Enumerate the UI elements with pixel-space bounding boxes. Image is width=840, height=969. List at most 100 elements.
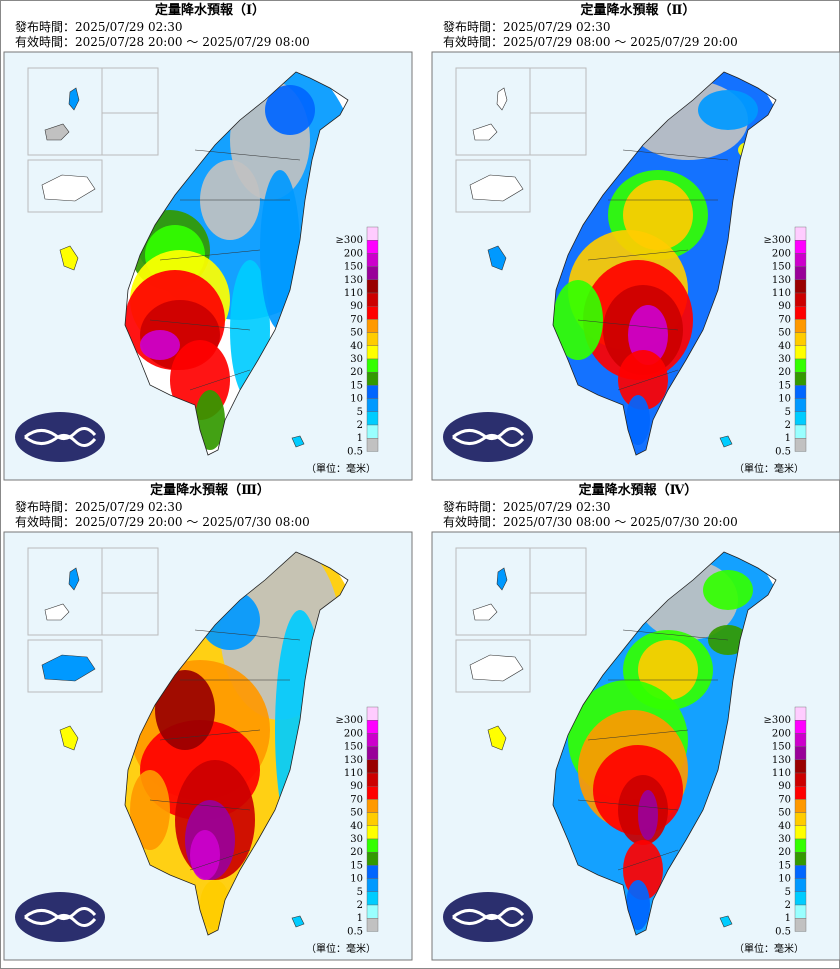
panel-title: 定量降水預報（Ⅲ） [149, 482, 270, 498]
legend-label: 0.5 [775, 926, 791, 937]
legend-label: 110 [772, 288, 791, 299]
legend-swatch [794, 424, 807, 439]
legend-label: 1 [785, 913, 791, 924]
legend-swatch [794, 825, 807, 840]
legend-label: 2 [357, 900, 363, 911]
legend-label: 90 [778, 781, 791, 792]
legend-swatch [794, 345, 807, 360]
legend-swatch [794, 398, 807, 413]
legend-swatch [794, 226, 807, 241]
legend-label: ≥300 [764, 715, 791, 726]
county-border [617, 849, 679, 871]
legend-label: 10 [350, 874, 363, 885]
island [59, 245, 79, 271]
legend-label: 40 [778, 341, 791, 352]
county-border [159, 249, 261, 261]
inset-box [27, 159, 103, 213]
legend-label: 200 [344, 728, 363, 739]
island [719, 435, 733, 448]
legend-label: 70 [778, 314, 791, 325]
legend-swatch [366, 904, 379, 919]
legend-swatch [366, 424, 379, 439]
legend-label: 150 [772, 262, 791, 273]
panel-title: 定量降水預報（Ⅰ） [154, 2, 265, 18]
legend-label: 2 [785, 900, 791, 911]
island [291, 435, 305, 448]
island [59, 725, 79, 751]
legend-label: 20 [350, 847, 363, 858]
panel-title: 定量降水預報（Ⅳ） [578, 482, 698, 498]
legend-label: 50 [350, 808, 363, 819]
legend-label: 70 [350, 314, 363, 325]
legend-label: 70 [778, 794, 791, 805]
unit-label: （單位：毫米） [734, 462, 804, 475]
rain-blob [698, 90, 758, 130]
rain-blob [190, 830, 220, 880]
legend-label: 50 [778, 808, 791, 819]
legend-swatch [366, 878, 379, 893]
legend-label: 15 [350, 860, 363, 871]
forecast-panel: 定量降水預報（Ⅱ）發布時間：2025/07/29 02:30有效時間：2025/… [431, 2, 840, 481]
issue-time: 發布時間：2025/07/29 02:30 [15, 19, 183, 34]
valid-time: 有效時間：2025/07/29 20:00 ～ 2025/07/30 08:00 [15, 514, 310, 529]
island [44, 123, 70, 141]
legend-swatch [366, 411, 379, 426]
legend-swatch [794, 772, 807, 787]
island [487, 725, 507, 751]
legend-swatch [794, 253, 807, 267]
legend-label: 200 [344, 248, 363, 259]
rain-blob [618, 350, 668, 410]
legend-label: 1 [357, 433, 363, 444]
island [291, 915, 305, 928]
legend-swatch [366, 786, 379, 800]
county-border [587, 249, 689, 261]
legend-label: 150 [344, 262, 363, 273]
rain-blob [703, 570, 753, 610]
legend-label: 10 [350, 394, 363, 405]
legend-swatch [794, 786, 807, 800]
rain-blob [638, 790, 658, 840]
legend-swatch [794, 358, 807, 373]
legend-swatch [794, 838, 807, 853]
legend-label: 130 [772, 755, 791, 766]
island [68, 567, 80, 591]
legend-label: 40 [350, 821, 363, 832]
legend-label: 70 [350, 794, 363, 805]
legend-label: 130 [344, 275, 363, 286]
legend-swatch [794, 733, 807, 747]
legend-swatch [794, 918, 807, 932]
legend-swatch [366, 266, 379, 281]
legend-label: 50 [350, 328, 363, 339]
valid-time: 有效時間：2025/07/29 08:00 ～ 2025/07/29 20:00 [443, 34, 738, 49]
rain-blob [195, 390, 225, 450]
unit-label: （單位：毫米） [306, 942, 376, 955]
island [44, 603, 70, 621]
cwa-logo-swirl [24, 427, 97, 447]
legend-swatch [794, 279, 807, 294]
legend-label: 15 [778, 380, 791, 391]
legend-swatch [794, 891, 807, 906]
rain-blob [638, 640, 698, 700]
legend-swatch [366, 865, 379, 879]
legend-swatch [366, 279, 379, 294]
legend-swatch [366, 292, 379, 307]
county-border [149, 319, 251, 331]
legend-swatch [366, 398, 379, 413]
legend-label: 5 [785, 887, 791, 898]
legend-label: ≥300 [336, 715, 363, 726]
legend-label: 20 [778, 367, 791, 378]
legend-label: 10 [778, 874, 791, 885]
island [487, 245, 507, 271]
legend-swatch [366, 226, 379, 241]
legend-swatch [794, 385, 807, 399]
rain-blob [265, 85, 315, 135]
forecast-panel: 定量降水預報（Ⅰ）發布時間：2025/07/29 02:30有效時間：2025/… [3, 2, 413, 481]
cwa-logo-swirl [24, 907, 97, 927]
rain-blob [130, 770, 170, 850]
island [472, 123, 498, 141]
county-border [617, 369, 679, 391]
island [496, 87, 508, 111]
legend-swatch [366, 239, 379, 254]
legend-swatch [794, 706, 807, 721]
